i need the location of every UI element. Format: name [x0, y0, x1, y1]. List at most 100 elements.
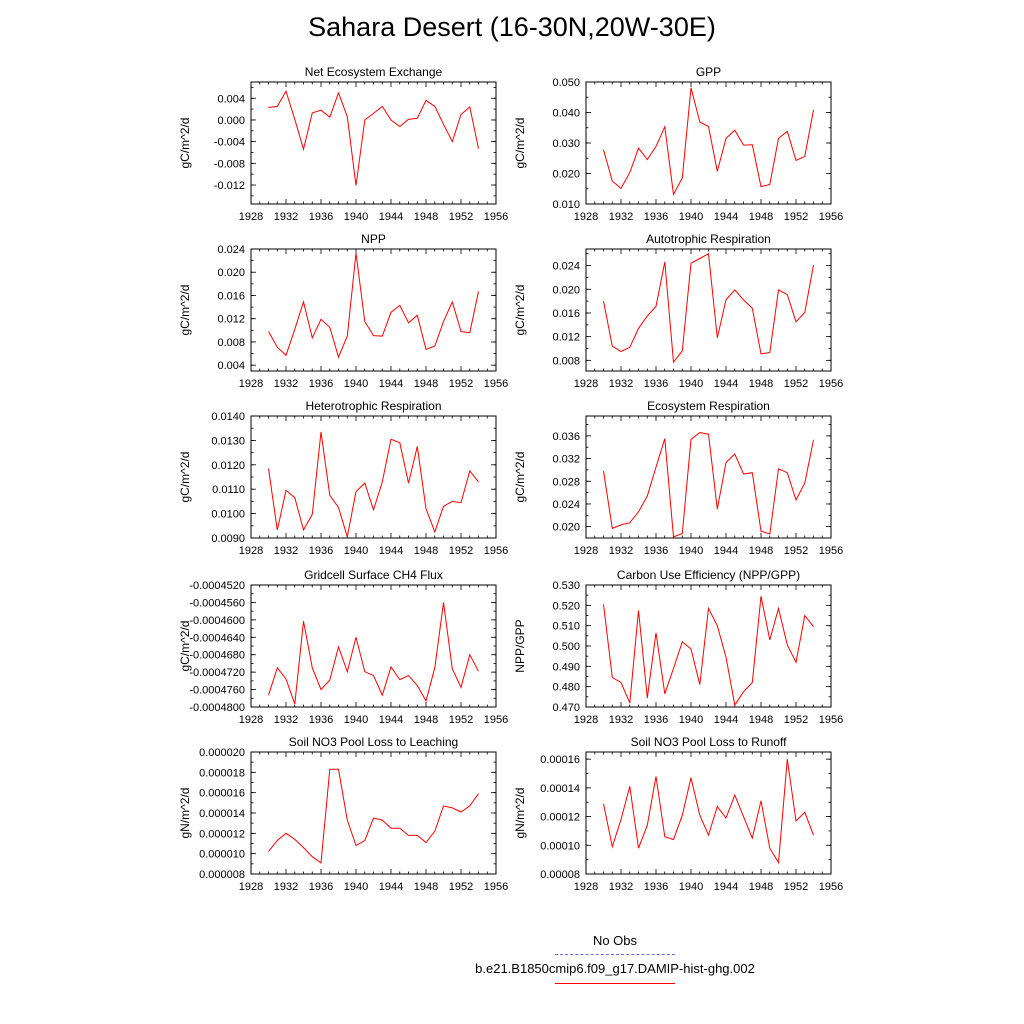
- data-point: [673, 839, 674, 840]
- y-axis-label: gN/m^2/d: [513, 788, 527, 839]
- y-tick-label: -0.0004680: [189, 650, 245, 662]
- data-point: [364, 119, 365, 120]
- data-point: [469, 470, 470, 471]
- data-point: [417, 446, 418, 447]
- data-point: [787, 472, 788, 473]
- x-tick-label: 1948: [414, 545, 438, 557]
- data-point: [382, 820, 383, 821]
- data-point: [452, 668, 453, 669]
- data-point: [725, 299, 726, 300]
- data-point: [795, 820, 796, 821]
- data-point: [434, 531, 435, 532]
- x-tick-label: 1944: [379, 545, 403, 557]
- data-point: [743, 816, 744, 817]
- panel-title: Net Ecosystem Exchange: [305, 65, 443, 79]
- data-point: [460, 687, 461, 688]
- x-tick-label: 1928: [239, 211, 263, 223]
- x-tick-label: 1932: [609, 378, 633, 390]
- panel-10: Soil NO3 Pool Loss to Runoff 1928 1932 1936…: [513, 735, 843, 893]
- data-point: [717, 337, 718, 338]
- x-tick-label: 1952: [449, 545, 473, 557]
- data-point: [390, 439, 391, 440]
- data-point: [373, 113, 374, 114]
- data-point: [277, 347, 278, 348]
- data-point: [443, 321, 444, 322]
- data-point: [769, 352, 770, 353]
- data-point: [752, 472, 753, 473]
- data-point: [373, 675, 374, 676]
- data-point: [478, 291, 479, 292]
- data-point: [364, 840, 365, 841]
- x-tick-label: 1948: [749, 714, 773, 726]
- data-point: [647, 825, 648, 826]
- x-tick-label: 1944: [379, 378, 403, 390]
- data-point: [690, 777, 691, 778]
- data-point: [664, 126, 665, 127]
- y-tick-label: 0.0110: [212, 484, 245, 496]
- data-point: [813, 626, 814, 627]
- data-point: [478, 793, 479, 794]
- data-point: [673, 362, 674, 363]
- data-point: [469, 106, 470, 107]
- data-point: [312, 856, 313, 857]
- y-tick-label: 0.0120: [211, 460, 245, 472]
- data-point: [752, 144, 753, 145]
- x-tick-label: 1932: [609, 211, 633, 223]
- data-point: [268, 695, 269, 696]
- data-point: [277, 530, 278, 531]
- data-point: [629, 702, 630, 703]
- data-point: [734, 130, 735, 131]
- data-point: [443, 124, 444, 125]
- data-point: [329, 327, 330, 328]
- x-tick-label: 1932: [274, 211, 298, 223]
- data-point: [787, 294, 788, 295]
- data-point: [690, 648, 691, 649]
- data-point: [399, 305, 400, 306]
- x-tick-label: 1936: [309, 545, 333, 557]
- data-point: [294, 497, 295, 498]
- data-point: [417, 118, 418, 119]
- data-point: [294, 329, 295, 330]
- data-point: [312, 514, 313, 515]
- panel-3: NPP 1928 1932 1936 1940 1944 1948 1952 1956 0.024…: [178, 232, 508, 390]
- data-point: [647, 697, 648, 698]
- panel-title: Gridcell Surface CH4 Flux: [304, 568, 443, 582]
- data-point: [647, 315, 648, 316]
- y-tick-label: 0.004: [217, 93, 245, 105]
- data-point: [294, 119, 295, 120]
- data-point: [638, 848, 639, 849]
- data-point: [320, 689, 321, 690]
- x-tick-label: 1940: [344, 378, 368, 390]
- data-point: [690, 439, 691, 440]
- x-tick-label: 1936: [309, 378, 333, 390]
- x-tick-label: 1956: [819, 378, 843, 390]
- data-point: [347, 671, 348, 672]
- data-point: [355, 845, 356, 846]
- x-tick-label: 1928: [574, 881, 598, 893]
- x-tick-label: 1932: [274, 881, 298, 893]
- data-point: [277, 840, 278, 841]
- x-tick-label: 1928: [574, 714, 598, 726]
- page-title: Sahara Desert (16-30N,20W-30E): [308, 12, 716, 42]
- data-point: [303, 621, 304, 622]
- data-point: [373, 335, 374, 336]
- data-point: [699, 121, 700, 122]
- data-point: [460, 331, 461, 332]
- plot-frame: [250, 248, 497, 372]
- data-point: [708, 126, 709, 127]
- data-point: [469, 332, 470, 333]
- data-point: [303, 847, 304, 848]
- data-point: [743, 299, 744, 300]
- data-point: [804, 312, 805, 313]
- data-point: [778, 289, 779, 290]
- data-point: [338, 646, 339, 647]
- data-point: [355, 637, 356, 638]
- x-tick-label: 1928: [239, 378, 263, 390]
- data-point: [425, 349, 426, 350]
- x-tick-label: 1928: [574, 378, 598, 390]
- x-tick-label: 1940: [679, 545, 703, 557]
- panel-title: Ecosystem Respiration: [647, 399, 770, 413]
- y-tick-label: 0.0130: [211, 435, 245, 447]
- data-point: [682, 350, 683, 351]
